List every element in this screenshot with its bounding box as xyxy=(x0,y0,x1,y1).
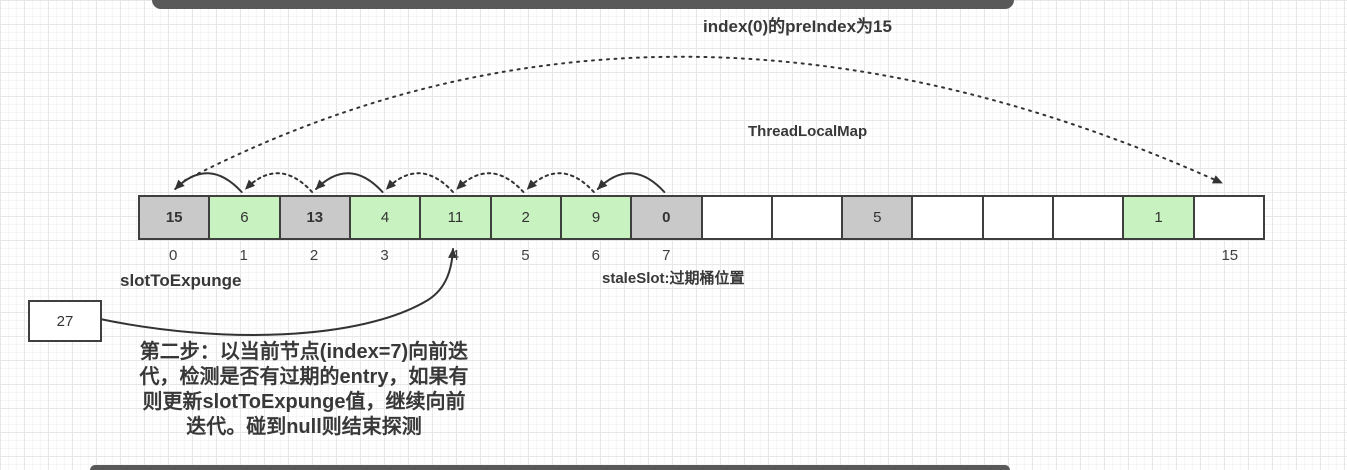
array-cell-2: 13 xyxy=(278,195,351,240)
back-arc-2-to-1 xyxy=(244,172,314,193)
step-annotation: 第二步：以当前节点(index=7)向前迭 代，检测是否有过期的entry，如果… xyxy=(118,340,490,440)
index-label-8 xyxy=(702,247,772,264)
index-label-6: 6 xyxy=(591,247,601,264)
array-cell-3: 4 xyxy=(348,195,422,240)
array-cell-4: 11 xyxy=(419,195,492,240)
array-cell-10: 5 xyxy=(841,195,914,240)
array-cell-5: 2 xyxy=(489,195,562,240)
back-arc-3-to-2 xyxy=(315,172,384,193)
array-cell-7: 0 xyxy=(630,195,703,240)
array-cell-15 xyxy=(1192,195,1265,240)
annotation-line: 代，检测是否有过期的entry，如果有 xyxy=(139,366,469,388)
index-label-0: 0 xyxy=(169,247,178,264)
index-label-7: 7 xyxy=(662,247,671,264)
top-shape-edge xyxy=(152,0,1014,9)
index-label-3: 3 xyxy=(380,247,389,264)
array-cell-14: 1 xyxy=(1122,195,1195,240)
index-label-9 xyxy=(772,247,842,264)
array-cell-9 xyxy=(770,195,844,240)
index-label-15: 15 xyxy=(1221,247,1239,264)
back-arc-5-to-4 xyxy=(455,172,525,193)
pointer-value-box: 27 xyxy=(28,300,102,342)
pointer-value: 27 xyxy=(56,312,74,330)
index-label-1: 1 xyxy=(239,247,248,264)
annotation-line: 迭代。碰到null则结束探测 xyxy=(186,416,422,438)
index-label-2: 2 xyxy=(309,247,319,264)
array-cell-12 xyxy=(981,195,1055,240)
index-label-11 xyxy=(913,247,983,264)
back-arc-7-to-6 xyxy=(596,172,666,193)
array-cell-6: 9 xyxy=(559,195,633,240)
back-arc-1-to-0 xyxy=(174,172,243,193)
index-label-4: 4 xyxy=(450,247,460,264)
annotation-line: 则更新slotToExpunge值，继续向前 xyxy=(142,391,466,413)
thread-local-map-label: ThreadLocalMap xyxy=(748,123,868,140)
array-cell-8 xyxy=(700,195,773,240)
back-arc-6-to-5 xyxy=(526,172,595,193)
array-cell-11 xyxy=(911,195,984,240)
array-cell-1: 6 xyxy=(208,195,281,240)
pointer-arrow-to-slot-4 xyxy=(99,248,458,336)
index-label-13 xyxy=(1054,247,1124,264)
entry-array: 15 6 13 4 11 2 9 0 5 1 xyxy=(138,195,1265,240)
back-arc-4-to-3 xyxy=(385,172,454,193)
slot-to-expunge-label: slotToExpunge xyxy=(120,271,242,290)
index-label-14 xyxy=(1124,247,1194,264)
array-cell-13 xyxy=(1052,195,1125,240)
annotation-line: 第二步：以当前节点(index=7)向前迭 xyxy=(139,341,469,363)
pre-index-caption: index(0)的preIndex为15 xyxy=(703,17,892,36)
array-cell-0: 15 xyxy=(138,195,211,240)
index-label-5: 5 xyxy=(521,247,530,264)
index-label-12 xyxy=(983,247,1053,264)
bottom-shape-edge xyxy=(90,465,1010,470)
stale-slot-label: staleSlot:过期桶位置 xyxy=(602,270,745,287)
index-label-10 xyxy=(842,247,912,264)
index-row: 0 1 2 3 4 5 6 7 15 xyxy=(138,247,1265,264)
pre-index-arc-0-to-15 xyxy=(177,55,1223,185)
